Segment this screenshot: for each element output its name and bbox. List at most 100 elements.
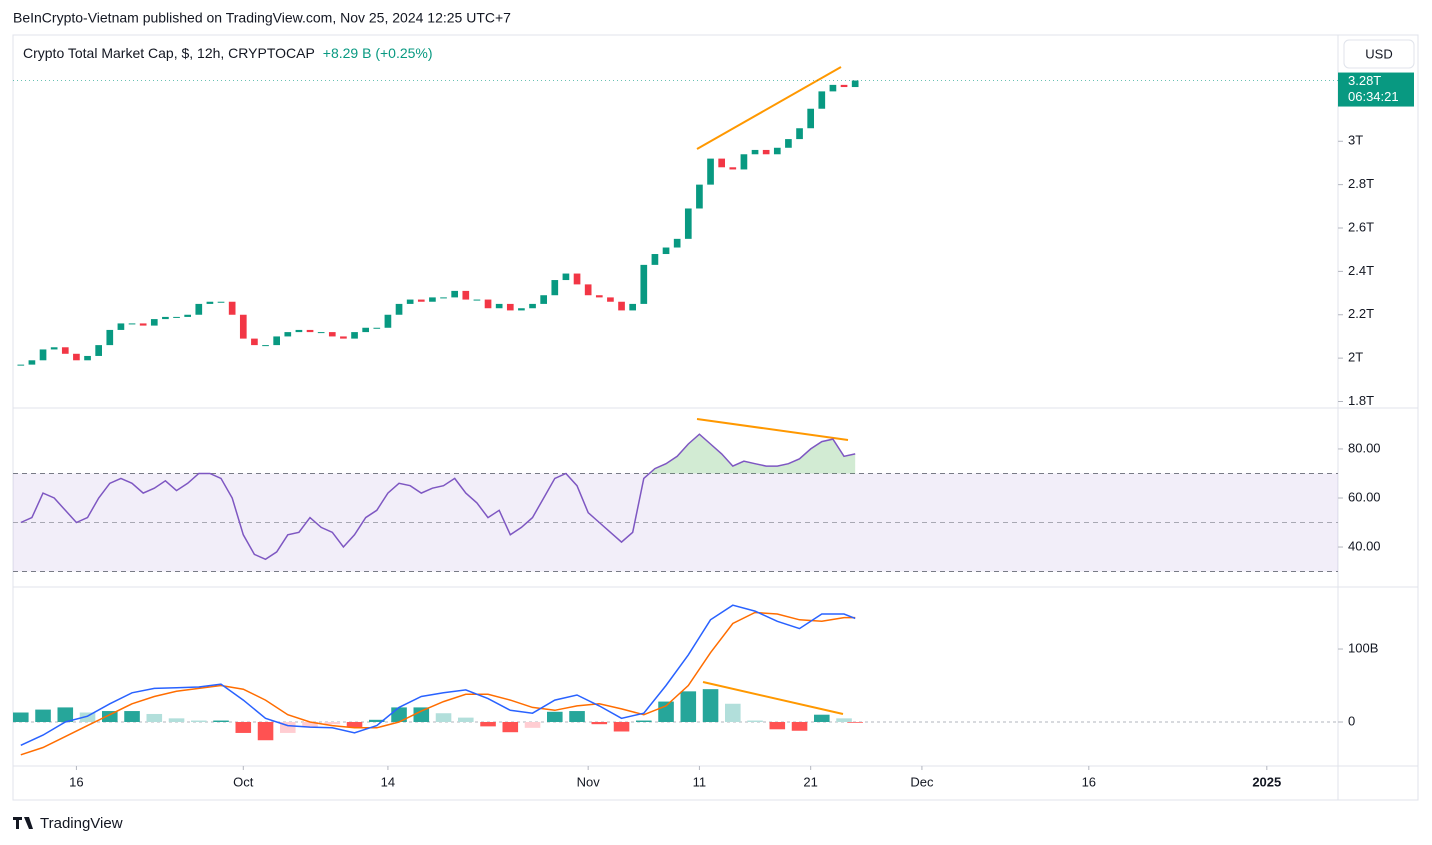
candle	[195, 303, 203, 315]
candle	[651, 254, 659, 265]
candle	[773, 147, 781, 155]
x-tick-label: Nov	[577, 774, 601, 789]
candle	[584, 284, 592, 296]
histogram-bar	[146, 713, 163, 722]
candle	[818, 91, 826, 109]
candle	[551, 280, 559, 296]
candle	[484, 299, 492, 309]
divergence-line	[696, 418, 849, 441]
x-tick-label: 16	[1082, 774, 1096, 789]
candle	[395, 303, 403, 315]
candle	[851, 80, 859, 88]
candle	[406, 299, 414, 304]
candle	[351, 332, 358, 339]
candle	[451, 290, 459, 298]
x-tick-label: Oct	[233, 774, 254, 789]
candle	[106, 329, 114, 346]
candle	[751, 149, 759, 155]
candle	[829, 84, 837, 92]
histogram-bar	[257, 721, 274, 741]
currency[interactable]: USD	[1365, 46, 1392, 61]
histogram-bar	[791, 721, 808, 731]
candle	[17, 364, 25, 366]
brand[interactable]: TradingView	[13, 815, 123, 832]
histogram-bar	[502, 721, 519, 733]
candle	[150, 319, 158, 326]
candle	[462, 290, 470, 300]
candle	[673, 238, 681, 248]
overbought-fill	[649, 434, 856, 474]
candle	[473, 299, 481, 301]
candle	[61, 347, 69, 354]
candle	[228, 301, 236, 315]
x-tick-label: Dec	[910, 774, 934, 789]
currency-button[interactable]	[1343, 39, 1415, 69]
y-tick-label: 2T	[1348, 350, 1363, 365]
y-tick-label: 3T	[1348, 133, 1363, 148]
y-tick-label: 100B	[1348, 640, 1378, 655]
histogram-bar	[658, 701, 674, 722]
candle	[251, 338, 258, 346]
candle	[807, 108, 815, 129]
candle	[139, 323, 147, 326]
histogram-bar	[836, 718, 852, 722]
histogram-bar	[369, 719, 385, 722]
histogram-bar	[79, 712, 96, 722]
x-tick-label: 14	[381, 774, 395, 789]
candle	[729, 167, 737, 170]
x-tick-label: 11	[693, 774, 707, 789]
brand-name[interactable]: TradingView	[40, 815, 123, 832]
countdown: 06:34:21	[1348, 89, 1399, 104]
brand-logo[interactable]	[13, 817, 33, 829]
symbol-legend: Crypto Total Market Cap, $, 12h, CRYPTOC…	[23, 45, 433, 61]
x-tick-label: 21	[803, 774, 817, 789]
histogram-bar	[346, 721, 363, 728]
macd-line	[20, 604, 856, 746]
histogram-bar	[480, 721, 496, 727]
symbol-title: Crypto Total Market Cap, $, 12h, CRYPTOC…	[23, 45, 315, 61]
histogram-bar	[435, 713, 452, 722]
rsi-line	[20, 433, 856, 561]
histogram-bar	[102, 711, 118, 722]
y-tick-label: 2.6T	[1348, 219, 1374, 234]
candle	[540, 295, 548, 304]
candle	[796, 128, 803, 140]
histogram-bar	[524, 721, 541, 728]
candle	[128, 323, 136, 325]
candle	[373, 327, 381, 329]
candle	[417, 299, 425, 302]
candle	[362, 327, 370, 333]
y-tick-label: 2.8T	[1348, 176, 1374, 191]
candle	[518, 308, 525, 311]
candle	[440, 297, 447, 299]
histogram-bar	[725, 703, 741, 722]
histogram-bar	[702, 689, 719, 722]
y-tick-label: 80.00	[1348, 440, 1381, 455]
histogram-bar	[814, 714, 830, 722]
x-tick-label: 2025	[1252, 774, 1281, 789]
candle	[662, 247, 670, 255]
candle	[684, 208, 692, 239]
candle	[284, 332, 292, 337]
histogram-bar	[769, 721, 786, 730]
histogram-bar	[280, 721, 296, 733]
y-tick-label: 2.4T	[1348, 263, 1374, 278]
candle	[840, 84, 848, 88]
candle	[73, 353, 80, 361]
y-tick-label: 2.2T	[1348, 306, 1374, 321]
candle	[117, 323, 125, 330]
last-price-label: 3.28T	[1348, 73, 1381, 88]
histogram-bar	[35, 709, 51, 722]
candle	[562, 273, 570, 281]
candle	[762, 149, 770, 155]
histogram-bar	[124, 711, 140, 722]
histogram-bar	[847, 721, 863, 723]
histogram-bar	[413, 707, 430, 722]
candle	[506, 303, 514, 311]
candle	[328, 332, 336, 337]
candle	[162, 316, 169, 320]
y-tick-label: 40.00	[1348, 538, 1381, 553]
candle	[39, 349, 47, 361]
candle	[740, 154, 748, 170]
candle	[429, 297, 436, 302]
